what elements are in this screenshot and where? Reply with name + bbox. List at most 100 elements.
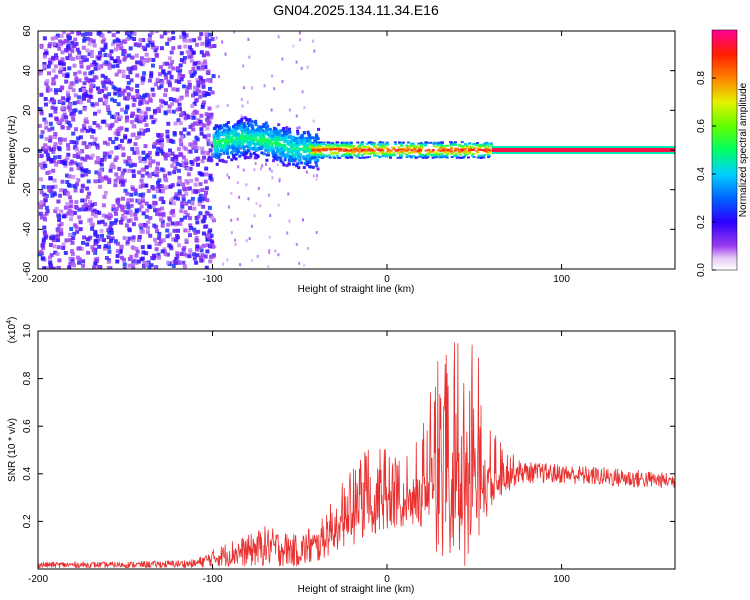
spectrogram-cell: [167, 83, 172, 88]
spectrogram-cell: [116, 56, 121, 61]
spectrogram-cell: [73, 223, 78, 228]
spectrogram-cell: [161, 189, 166, 194]
spectrogram-cell: [188, 149, 193, 154]
spectrogram-cell: [75, 182, 79, 187]
spectrogram-cell: [107, 92, 112, 97]
spectrogram-cell: [116, 46, 121, 51]
spectrogram-cell: [254, 162, 257, 165]
spectrogram-cell: [271, 131, 274, 135]
snr-xlabel: Height of straight line (km): [298, 584, 415, 595]
spectrogram-cell: [154, 241, 159, 246]
spectrogram-cell: [159, 138, 164, 143]
spectrogram-cell: [102, 151, 107, 156]
spectrogram-cell: [248, 144, 252, 147]
spectrogram-cell: [126, 66, 131, 71]
spectrogram-cell: [460, 141, 464, 144]
spectrogram-cell: [156, 180, 160, 185]
spectrogram-cell: [57, 214, 62, 219]
spectrogram-cell: [255, 201, 258, 205]
spectrogram-cell: [107, 230, 112, 235]
spectrogram-cell: [59, 228, 64, 232]
spectrogram-cell: [66, 126, 71, 130]
spectrogram-cell: [332, 155, 336, 158]
spectrogram-cell: [182, 187, 187, 192]
spectrogram-cell: [120, 107, 124, 112]
spectrogram-cell: [153, 265, 158, 269]
spectrogram-cell: [294, 148, 298, 152]
spectrogram-cell: [92, 60, 97, 65]
spectrogram-cell: [210, 215, 215, 220]
spectrogram-cell: [437, 142, 441, 145]
spectrogram-cell: [116, 200, 120, 205]
spectrogram-cell: [433, 145, 437, 148]
spectrogram-cell: [132, 31, 137, 36]
spectrogram-cell: [74, 140, 79, 145]
spectrogram-cell: [114, 136, 119, 141]
spectrogram-cell: [232, 131, 236, 135]
spectrogram-cell: [187, 80, 192, 85]
spectrogram-cell: [64, 190, 69, 195]
spectrogram-cell: [100, 80, 105, 85]
spectrogram-cell: [90, 212, 95, 217]
spectrogram-cell: [97, 65, 102, 70]
spectrogram-cell: [176, 168, 181, 173]
spectrogram-cell: [167, 70, 172, 75]
spectrogram-cell: [172, 132, 177, 137]
spectrogram-cell: [240, 151, 243, 155]
spectrogram-cell: [220, 139, 223, 143]
spectrogram-cell: [312, 156, 316, 159]
spectrogram-cell: [159, 98, 164, 103]
spectrogram-cell: [111, 64, 116, 69]
spectrogram-cell: [69, 199, 74, 204]
spectrogram-cell: [135, 114, 140, 119]
spectrogram-cell: [375, 147, 379, 150]
spectrogram-cell: [68, 107, 73, 112]
spectrogram-cell: [278, 179, 281, 183]
spectrogram-cell: [253, 168, 256, 172]
spectrogram-cell: [200, 188, 205, 192]
spectrogram-cell: [315, 149, 319, 152]
spectrogram-cell: [104, 214, 109, 219]
spectrogram-cell: [81, 263, 85, 268]
spectrogram-cell: [239, 135, 243, 139]
spectrogram-cell: [93, 66, 98, 71]
spectrogram-cell: [259, 204, 262, 208]
spectrogram-cell: [267, 265, 270, 268]
spectrogram-cell: [177, 102, 182, 107]
spectrogram-cell: [201, 81, 206, 86]
spectrogram-cell: [238, 141, 241, 145]
spectrogram-cell: [184, 161, 189, 165]
spectrogram-cell: [183, 146, 188, 151]
spectrogram-cell: [266, 146, 270, 150]
spectrogram-cell: [460, 145, 464, 148]
spectrogram-cell: [109, 56, 114, 61]
spectrogram-cell: [250, 224, 253, 228]
spectrogram-cell: [219, 133, 223, 137]
spectrogram-cell: [93, 137, 98, 142]
spectrogram-cell: [427, 148, 431, 151]
spectrogram-cell: [65, 56, 70, 61]
spectrogram-cell: [41, 241, 46, 246]
spectrogram-cell: [159, 84, 164, 89]
spectrogram-cell: [442, 154, 446, 157]
spectrogram-cell: [301, 90, 304, 94]
spectrogram-cell: [85, 48, 90, 53]
spectrogram-cell: [488, 151, 491, 154]
spectrogram-cell: [257, 127, 261, 131]
spectrogram-cell: [373, 154, 377, 157]
spectrogram-cell: [165, 134, 170, 139]
spectrogram-cell: [297, 139, 301, 143]
spectrogram-cell: [108, 126, 113, 131]
spectrogram-cell: [162, 186, 167, 191]
spectrogram-cell: [335, 141, 339, 144]
spectrogram-cell: [277, 123, 281, 127]
spectrogram-cell: [123, 215, 128, 220]
spectrogram-cell: [424, 149, 428, 152]
spectrogram-cell: [107, 249, 112, 254]
spectrogram-cell: [343, 154, 347, 157]
spectrogram-cell: [114, 119, 119, 123]
spectrogram-cell: [381, 149, 385, 152]
spectrogram-cell: [86, 179, 91, 184]
spectrogram-cell: [134, 209, 139, 214]
spectrogram-cell: [123, 159, 128, 164]
